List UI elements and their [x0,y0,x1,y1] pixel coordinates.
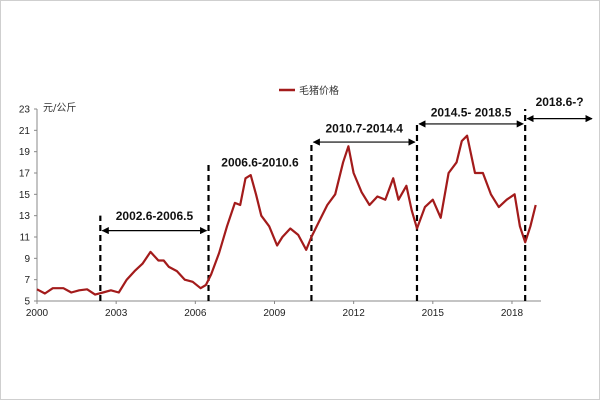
period-annotations: 2002.6-2006.5 2006.6-2010.6 2010.7-2014.4 2… [101,95,593,235]
legend-entry: 毛猪价格 [299,84,339,97]
y-tick-label: 23 [19,105,31,116]
axes [36,109,541,302]
x-tick-label: 2006 [184,308,207,319]
x-tick-label: 2018 [501,308,524,319]
y-tick-label: 9 [24,254,30,265]
y-tick-label: 17 [19,169,31,180]
x-tick-label: 2015 [422,308,445,319]
y-ticks: 5 7 9 11 13 15 17 19 21 23 [19,105,37,308]
x-tick-label: 2012 [343,308,366,319]
period-boundaries [99,109,527,301]
period-label: 2002.6-2006.5 [116,209,194,223]
legend: 毛猪价格 [279,84,339,97]
x-tick-label: 2009 [263,308,286,319]
series-layer [36,134,537,296]
y-axis-unit-label: 元/公斤 [43,102,76,114]
y-tick-label: 5 [24,297,30,308]
series-line-pig-price [36,134,537,296]
y-tick-label: 7 [24,275,30,286]
y-tick-label: 21 [19,126,31,137]
period-label: 2010.7-2014.4 [326,121,404,135]
x-tick-label: 2003 [105,308,128,319]
y-tick-label: 19 [19,147,31,158]
y-tick-label: 11 [20,233,31,244]
period-label: 2014.5- 2018.5 [431,105,512,119]
period-label: 2006.6-2010.6 [221,156,299,170]
x-ticks: 2000 2003 2006 2009 2012 2015 2018 [26,301,524,319]
y-tick-label: 15 [19,190,31,201]
period-label: 2018.6-? [536,95,584,109]
x-tick-label: 2000 [26,308,49,319]
y-tick-label: 13 [19,211,31,222]
